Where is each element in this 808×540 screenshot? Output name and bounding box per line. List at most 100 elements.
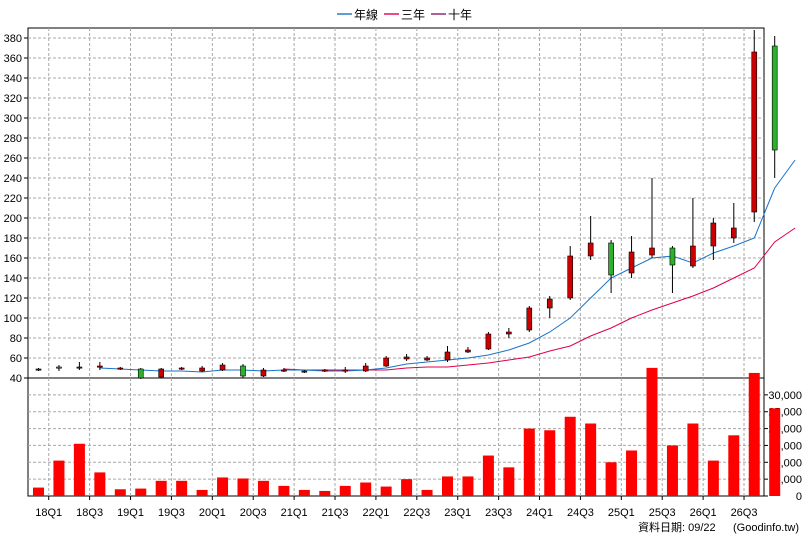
price-tick-label: 360 — [4, 53, 22, 65]
candle-body — [730, 227, 737, 239]
volume-bar — [176, 480, 188, 496]
x-tick-label: 18Q1 — [35, 507, 62, 519]
x-tick-label: 26Q1 — [690, 507, 717, 519]
x-tick-label: 23Q3 — [485, 507, 512, 519]
x-tick-label: 22Q1 — [362, 507, 389, 519]
price-tick-label: 40 — [10, 373, 22, 385]
volume-bar — [728, 435, 740, 496]
x-tick-label: 21Q1 — [281, 507, 308, 519]
candle-body — [260, 369, 267, 377]
candle-body — [362, 365, 369, 372]
volume-bar — [585, 423, 597, 496]
volume-panel-frame — [27, 377, 765, 497]
volume-bar — [380, 486, 392, 496]
price-tick-label: 280 — [4, 133, 22, 145]
x-tick-label: 25Q3 — [649, 507, 676, 519]
candle-body — [506, 331, 512, 335]
candle-body — [690, 245, 696, 267]
x-tick-label: 23Q1 — [444, 507, 471, 519]
x-tick-label: 24Q1 — [526, 507, 553, 519]
volume-bar — [462, 476, 474, 496]
volume-bar — [646, 367, 658, 496]
candle-body — [424, 357, 430, 361]
candle-body — [608, 242, 614, 276]
candle-body — [485, 333, 492, 350]
volume-bar — [298, 489, 310, 496]
price-tick-label: 240 — [4, 173, 22, 185]
volume-bar — [53, 460, 65, 496]
volume-bar — [626, 450, 638, 496]
x-tick-label: 19Q1 — [117, 507, 144, 519]
volume-bar — [687, 423, 699, 496]
volume-bar — [73, 443, 85, 496]
price-tick-label: 220 — [4, 193, 22, 205]
volume-bar — [237, 478, 249, 496]
volume-bar — [319, 490, 331, 496]
price-axis-ticks: 40 60 80 100 120 140 160 180 200 220 240 260 280 300 3… — [4, 33, 28, 385]
volume-bar — [666, 445, 678, 496]
volume-tick-label: 0 — [796, 491, 802, 503]
candle-body — [444, 351, 451, 361]
volume-bar — [278, 485, 290, 496]
volume-bar — [707, 460, 719, 496]
x-tick-label: 22Q3 — [403, 507, 430, 519]
volume-bar — [503, 467, 515, 496]
candle-body — [771, 45, 778, 151]
x-tick-label: 20Q1 — [199, 507, 226, 519]
data-date-label: 資料日期: 09/22 — [638, 520, 716, 534]
price-tick-label: 100 — [4, 313, 22, 325]
price-tick-label: 200 — [4, 213, 22, 225]
volume-bar — [769, 408, 781, 496]
volume-bar — [339, 485, 351, 496]
price-tick-label: 80 — [10, 333, 22, 345]
candle-body — [35, 368, 42, 371]
volume-bar — [257, 480, 269, 496]
candle-body — [649, 247, 655, 256]
grid — [28, 28, 764, 496]
volume-bar — [155, 480, 167, 496]
x-tick-label: 25Q1 — [608, 507, 635, 519]
candle-body — [546, 298, 553, 309]
price-tick-label: 140 — [4, 273, 22, 285]
legend-10y-label: 十年 — [448, 8, 472, 22]
price-panel-frame — [27, 27, 765, 379]
candle-body — [669, 247, 676, 266]
price-tick-label: 180 — [4, 233, 22, 245]
candle-body — [628, 251, 635, 274]
candle-body — [342, 369, 349, 372]
x-tick-label: 24Q3 — [567, 507, 594, 519]
legend-3y-label: 三年 — [401, 8, 425, 22]
price-tick-label: 160 — [4, 253, 22, 265]
candle-body — [403, 356, 410, 360]
candle-body — [240, 365, 246, 377]
volume-bars — [33, 367, 781, 496]
candle-body — [76, 366, 83, 369]
price-tick-label: 60 — [10, 353, 22, 365]
candle-body — [465, 349, 471, 353]
price-tick-label: 260 — [4, 153, 22, 165]
price-tick-label: 340 — [4, 73, 22, 85]
candle-body — [321, 369, 328, 372]
candle-body — [301, 370, 308, 373]
x-tick-label: 21Q3 — [322, 507, 349, 519]
volume-bar — [196, 489, 208, 496]
candle-body — [199, 367, 205, 372]
candlesticks — [35, 30, 778, 379]
candle-body — [710, 222, 717, 247]
volume-bar — [605, 462, 617, 496]
volume-bar — [482, 455, 494, 496]
x-tick-label: 26Q3 — [731, 507, 758, 519]
candle-body — [383, 357, 389, 367]
volume-bar — [421, 489, 433, 496]
candle-body — [56, 366, 62, 369]
candle-body — [137, 368, 144, 379]
volume-bar — [564, 416, 576, 496]
volume-tick-label: 30,000 — [768, 390, 802, 402]
candle-body — [97, 365, 103, 368]
volume-tick-label: 5,000 — [774, 474, 802, 486]
volume-bar — [360, 482, 372, 496]
candle-body — [158, 368, 164, 378]
price-tick-label: 320 — [4, 93, 22, 105]
x-tick-label: 18Q3 — [76, 507, 103, 519]
